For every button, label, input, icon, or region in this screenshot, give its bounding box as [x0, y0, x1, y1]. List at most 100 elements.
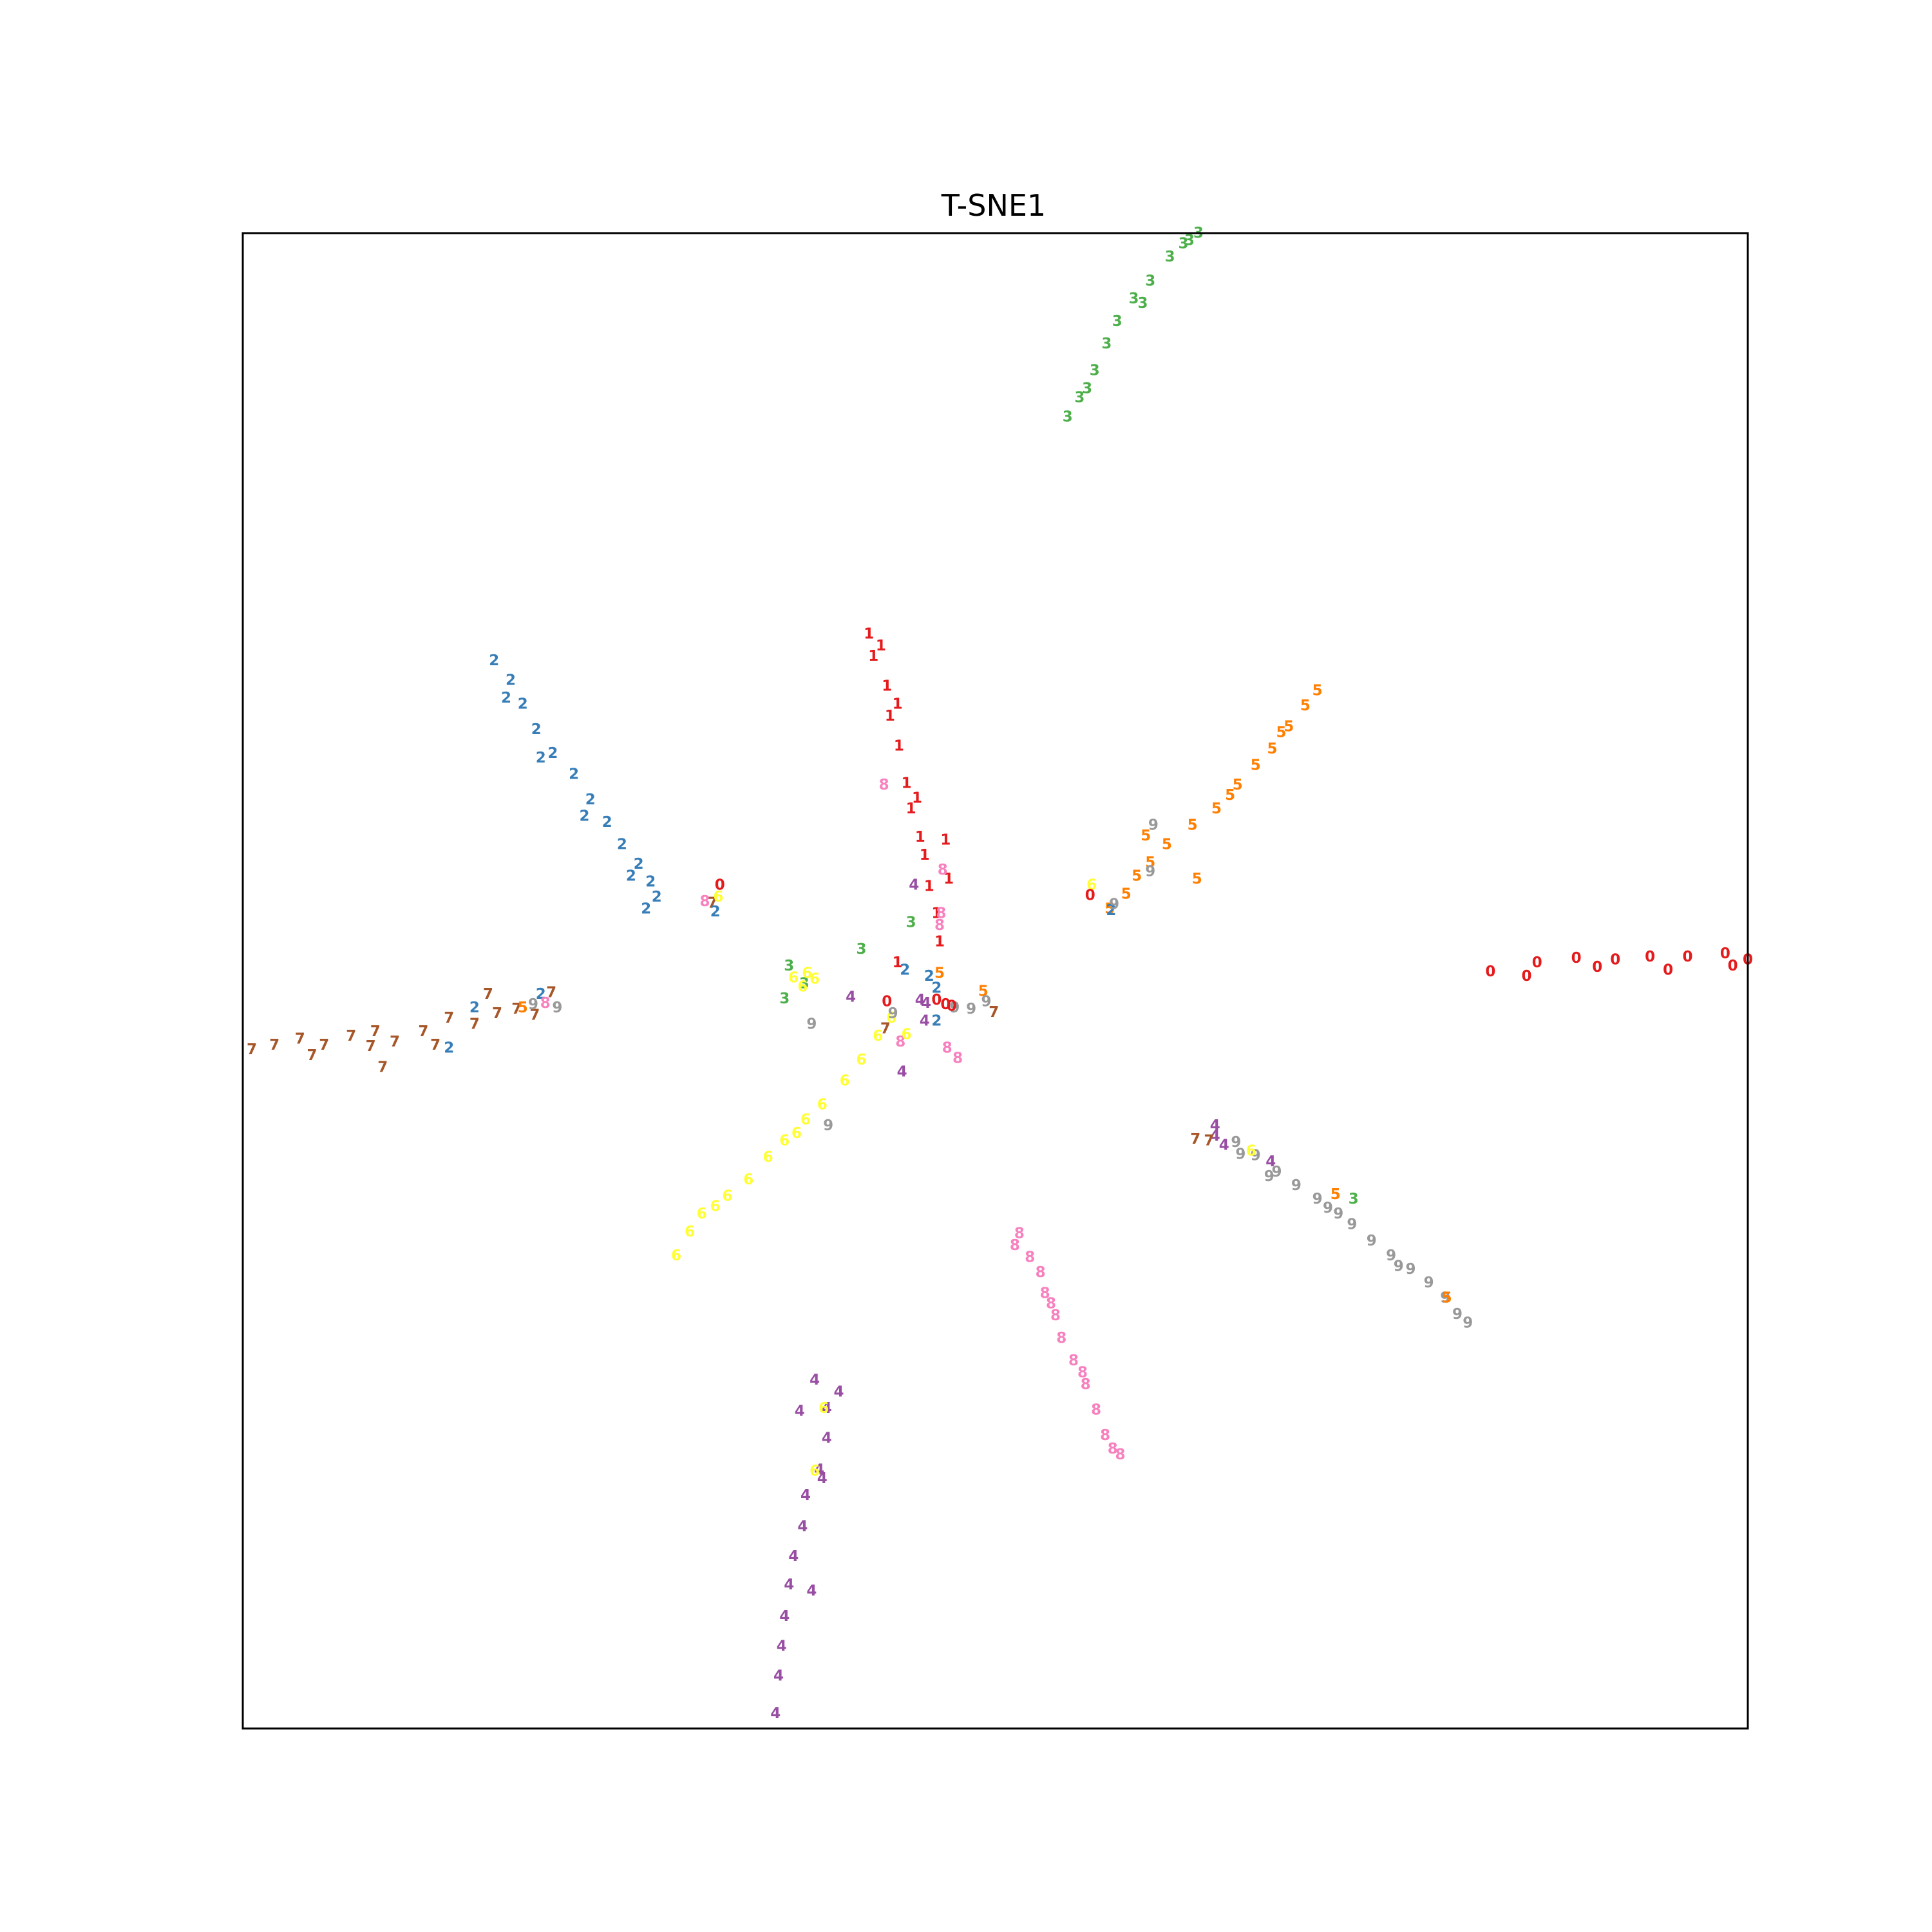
data-point-2: 2	[602, 814, 612, 831]
data-point-8: 8	[1040, 1285, 1050, 1302]
data-point-8: 8	[879, 777, 889, 793]
data-point-0: 0	[1521, 968, 1531, 985]
data-point-8: 8	[1050, 1307, 1061, 1324]
data-point-3: 3	[1082, 381, 1092, 397]
data-point-8: 8	[1056, 1330, 1066, 1347]
data-point-8: 8	[1068, 1352, 1079, 1369]
data-point-6: 6	[779, 1133, 790, 1150]
data-point-2: 2	[931, 980, 942, 997]
data-point-5: 5	[1132, 868, 1142, 885]
data-point-4: 4	[800, 1487, 811, 1504]
data-point-0: 0	[1532, 954, 1542, 971]
data-point-9: 9	[1231, 1134, 1241, 1151]
data-point-9: 9	[981, 994, 991, 1010]
data-point-8: 8	[952, 1050, 963, 1067]
data-point-0: 0	[1645, 949, 1655, 965]
data-point-1: 1	[882, 678, 892, 695]
data-point-8: 8	[540, 995, 551, 1012]
data-point-8: 8	[938, 862, 948, 878]
data-point-8: 8	[1091, 1401, 1101, 1418]
data-point-8: 8	[1010, 1237, 1020, 1254]
data-point-1: 1	[864, 625, 874, 642]
data-point-4: 4	[797, 1519, 808, 1535]
data-point-7: 7	[1190, 1131, 1200, 1148]
data-point-8: 8	[1115, 1446, 1125, 1463]
data-point-2: 2	[579, 808, 589, 825]
data-point-5: 5	[1312, 683, 1323, 699]
data-point-5: 5	[1276, 724, 1286, 741]
data-point-3: 3	[1101, 336, 1112, 352]
data-point-6: 6	[1086, 876, 1097, 893]
data-point-8: 8	[1077, 1364, 1088, 1381]
data-point-3: 3	[1179, 235, 1189, 252]
data-point-1: 1	[943, 871, 954, 887]
data-point-9: 9	[966, 1001, 976, 1018]
data-point-2: 2	[1106, 902, 1116, 919]
data-point-4: 4	[777, 1638, 787, 1654]
data-point-4: 4	[773, 1668, 784, 1685]
data-point-0: 0	[882, 994, 892, 1010]
data-point-3: 3	[1165, 249, 1175, 265]
data-point-7: 7	[307, 1047, 317, 1064]
data-point-4: 4	[921, 995, 931, 1012]
data-point-8: 8	[1046, 1296, 1056, 1312]
data-point-3: 3	[1184, 232, 1195, 249]
data-point-9: 9	[552, 999, 562, 1016]
data-point-8: 8	[1036, 1264, 1046, 1281]
data-point-9: 9	[1271, 1164, 1282, 1180]
data-point-9: 9	[1235, 1146, 1245, 1162]
data-point-9: 9	[1424, 1274, 1434, 1291]
data-point-7: 7	[444, 1010, 454, 1027]
data-point-9: 9	[1394, 1258, 1404, 1275]
data-point-1: 1	[920, 847, 930, 864]
data-point-7: 7	[377, 1059, 388, 1076]
data-point-6: 6	[856, 1052, 866, 1068]
data-point-9: 9	[1145, 864, 1155, 880]
data-point-8: 8	[1081, 1376, 1091, 1393]
data-point-1: 1	[934, 934, 945, 951]
data-point-0: 0	[715, 876, 725, 893]
data-point-6: 6	[713, 889, 723, 905]
data-point-2: 2	[518, 696, 528, 712]
data-point-7: 7	[269, 1037, 279, 1054]
data-point-7: 7	[989, 1004, 999, 1021]
data-point-2: 2	[931, 1013, 942, 1030]
data-point-6: 6	[697, 1206, 707, 1222]
data-point-7: 7	[430, 1037, 440, 1054]
data-point-2: 2	[536, 750, 546, 766]
data-point-6: 6	[819, 1400, 829, 1417]
data-point-4: 4	[1210, 1117, 1220, 1134]
data-point-7: 7	[707, 895, 717, 911]
data-point-3: 3	[1128, 290, 1139, 307]
data-point-8: 8	[1025, 1249, 1035, 1266]
data-point-5: 5	[1121, 886, 1132, 902]
data-point-4: 4	[920, 1013, 930, 1030]
data-point-7: 7	[390, 1034, 400, 1050]
data-point-6: 6	[797, 978, 808, 995]
data-point-4: 4	[1219, 1137, 1229, 1153]
data-point-7: 7	[529, 1007, 540, 1023]
data-point-5: 5	[1104, 901, 1115, 918]
data-point-2: 2	[489, 652, 499, 669]
data-point-3: 3	[1112, 313, 1122, 330]
data-point-2: 2	[641, 901, 651, 918]
data-point-2: 2	[444, 1040, 454, 1057]
data-point-5: 5	[1442, 1289, 1452, 1306]
data-point-6: 6	[788, 969, 799, 986]
data-point-2: 2	[469, 999, 480, 1016]
data-point-6: 6	[671, 1247, 681, 1264]
data-point-7: 7	[511, 1001, 522, 1018]
data-point-9: 9	[1386, 1247, 1396, 1264]
data-point-9: 9	[1452, 1306, 1463, 1323]
data-point-6: 6	[810, 971, 820, 988]
data-point-6: 6	[685, 1224, 695, 1240]
data-point-4: 4	[784, 1577, 794, 1593]
data-point-6: 6	[886, 1010, 896, 1027]
data-point-8: 8	[1100, 1427, 1110, 1444]
data-point-5: 5	[518, 999, 528, 1016]
data-point-5: 5	[1145, 855, 1155, 871]
data-point-5: 5	[1283, 718, 1294, 735]
data-point-9: 9	[1405, 1261, 1416, 1278]
